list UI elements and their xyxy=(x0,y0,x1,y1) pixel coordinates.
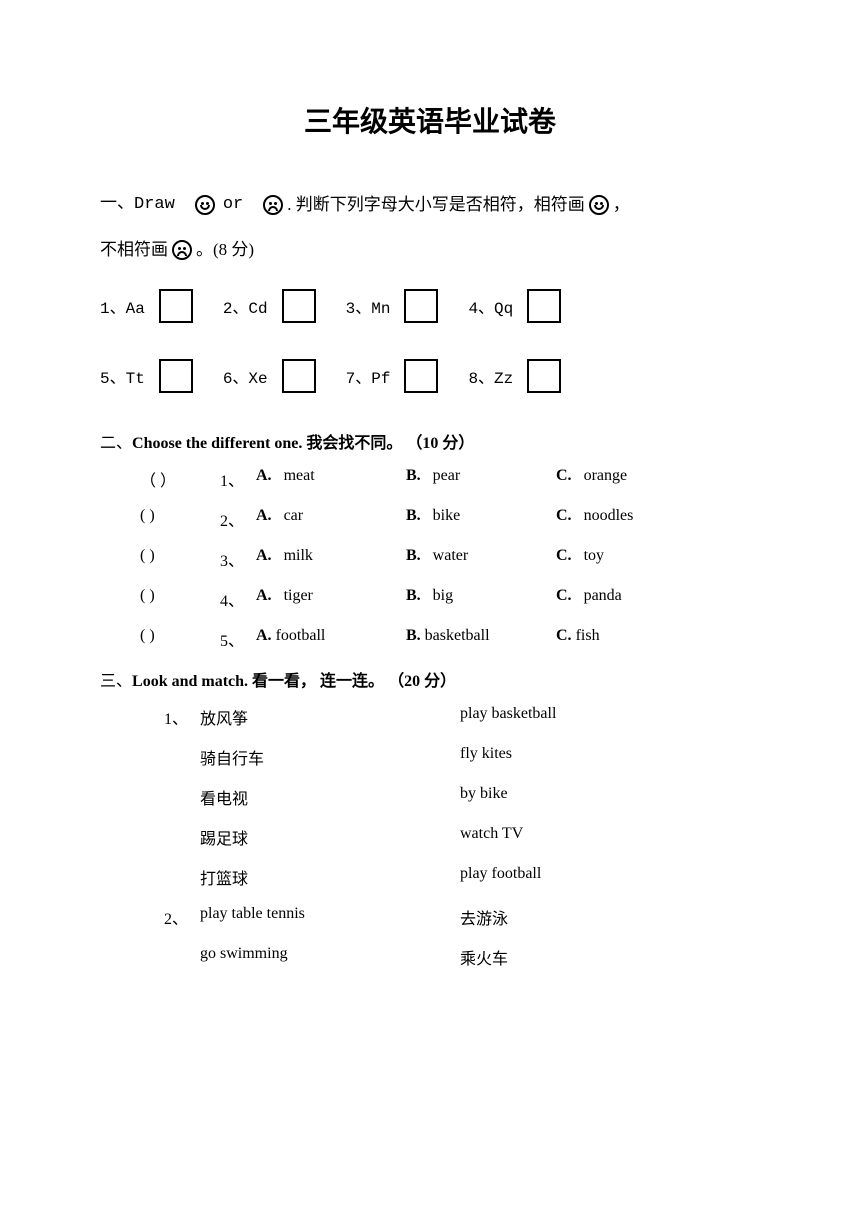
s1-prefix: 一、Draw xyxy=(100,190,175,221)
answer-box[interactable] xyxy=(159,359,193,393)
answer-paren[interactable]: ( ) xyxy=(140,627,220,651)
answer-box[interactable] xyxy=(527,359,561,393)
q3-row: 2、play table tennis去游泳 xyxy=(100,905,760,929)
letter-row-2: 5、Tt 6、Xe 7、Pf 8、Zz xyxy=(100,359,760,393)
s1-instr2: ， xyxy=(613,190,630,221)
answer-paren[interactable]: （ ） xyxy=(140,467,220,491)
q2-row: ( )5、A. footballB. basketballC. fish xyxy=(100,627,760,651)
answer-paren[interactable]: ( ) xyxy=(140,507,220,531)
frown-icon xyxy=(263,195,283,215)
answer-box[interactable] xyxy=(282,359,316,393)
letter-item: 8、Zz xyxy=(468,359,561,393)
q3-row: 打篮球play football xyxy=(100,865,760,889)
smile-icon xyxy=(195,195,215,215)
section2-header: 二、Choose the different one. 我会找不同。 （10 分… xyxy=(100,429,760,453)
letter-item: 4、Qq xyxy=(468,289,561,323)
q3-row: go swimming乘火车 xyxy=(100,945,760,969)
letter-item: 5、Tt xyxy=(100,359,193,393)
letter-item: 7、Pf xyxy=(346,359,439,393)
q2-row: ( )4、A. tigerB. bigC. panda xyxy=(100,587,760,611)
answer-box[interactable] xyxy=(404,289,438,323)
answer-paren[interactable]: ( ) xyxy=(140,547,220,571)
s1-or: or xyxy=(223,190,243,221)
s1-l2-prefix: 不相符画 xyxy=(100,235,168,266)
letter-row-1: 1、Aa 2、Cd 3、Mn 4、Qq xyxy=(100,289,760,323)
section1-line2: 不相符画 。(8 分) xyxy=(100,235,760,266)
answer-box[interactable] xyxy=(527,289,561,323)
section1-line1: 一、Draw or . 判断下列字母大小写是否相符，相符画 ， xyxy=(100,190,760,221)
q2-row: ( )3、A. milkB. waterC. toy xyxy=(100,547,760,571)
q2-row: （ ）1、A. meatB. pearC. orange xyxy=(100,467,760,491)
answer-box[interactable] xyxy=(282,289,316,323)
answer-box[interactable] xyxy=(159,289,193,323)
q3-row: 看电视by bike xyxy=(100,785,760,809)
frown-icon xyxy=(172,240,192,260)
q3-row: 骑自行车fly kites xyxy=(100,745,760,769)
q3-row: 踢足球watch TV xyxy=(100,825,760,849)
s1-l2-suffix: 。(8 分) xyxy=(196,235,254,266)
letter-item: 2、Cd xyxy=(223,289,316,323)
q2-row: ( )2、A. carB. bikeC. noodles xyxy=(100,507,760,531)
smile-icon xyxy=(589,195,609,215)
letter-item: 6、Xe xyxy=(223,359,316,393)
q3-row: 1、放风筝play basketball xyxy=(100,705,760,729)
section3-header: 三、Look and match. 看一看， 连一连。 （20 分） xyxy=(100,667,760,691)
letter-item: 3、Mn xyxy=(346,289,439,323)
page-title: 三年级英语毕业试卷 xyxy=(100,100,760,140)
answer-paren[interactable]: ( ) xyxy=(140,587,220,611)
s1-instr1: . 判断下列字母大小写是否相符，相符画 xyxy=(287,190,585,221)
answer-box[interactable] xyxy=(404,359,438,393)
letter-item: 1、Aa xyxy=(100,289,193,323)
